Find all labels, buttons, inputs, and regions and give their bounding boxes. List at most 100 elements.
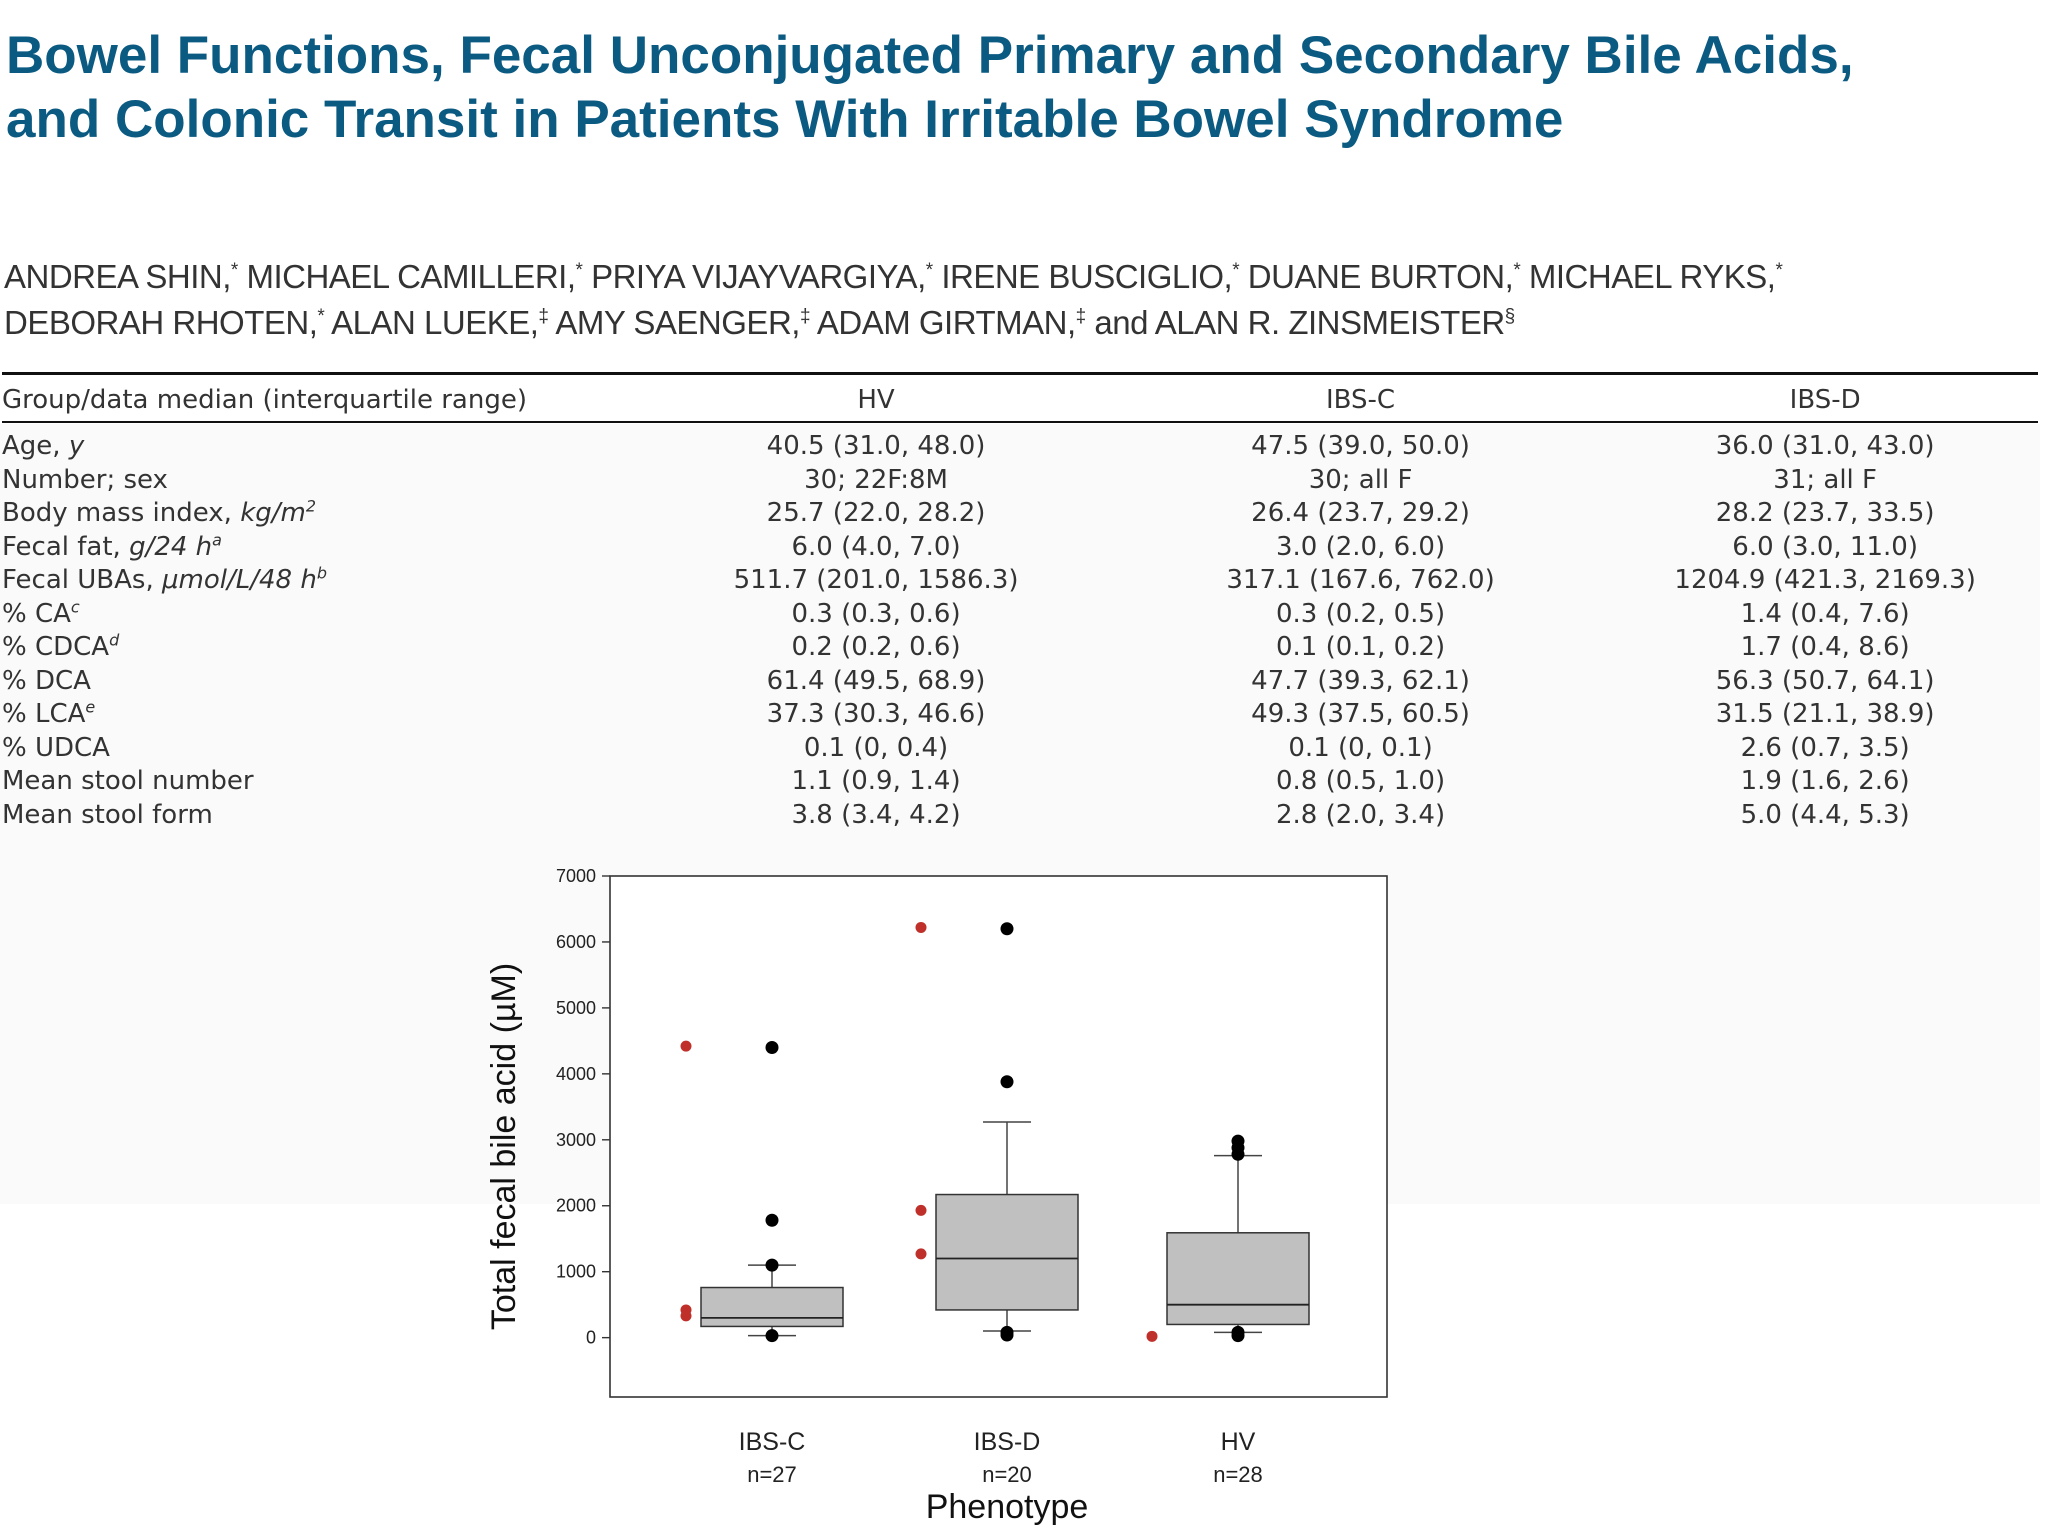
row-label-text: Fecal fat, — [2, 531, 130, 562]
y-tick-label: 7000 — [556, 866, 596, 886]
row-footnote-mark: d — [109, 630, 120, 650]
row-label: % UDCA — [0, 732, 641, 766]
row-label: Number; sex — [0, 464, 641, 498]
table-row: % CDCAd 0.2 (0.2, 0.6) 0.1 (0.1, 0.2) 1.7 (… — [0, 631, 2040, 665]
author-affiliation-mark: ‡ — [799, 306, 811, 327]
individual-point-red — [680, 1310, 692, 1322]
cell-ibsc: 2.8 (2.0, 3.4) — [1275, 799, 1446, 830]
cell-hv: 0.3 (0.3, 0.6) — [791, 598, 961, 629]
table-top-rule — [2, 372, 2038, 375]
row-label: % LCAe — [0, 698, 641, 732]
author-affiliation-mark: § — [1504, 306, 1516, 327]
outlier-point — [1000, 1328, 1014, 1342]
outlier-point — [765, 1329, 779, 1343]
y-tick-label: 1000 — [556, 1262, 596, 1282]
row-label: Age, y — [0, 420, 641, 464]
author: PRIYA VIJAYVARGIYA, — [582, 258, 926, 295]
row-label-text: % UDCA — [2, 732, 110, 763]
individual-point-red — [915, 921, 927, 933]
cell-ibsc: 47.7 (39.3, 62.1) — [1251, 665, 1470, 696]
outlier-point — [1231, 1147, 1245, 1161]
cell-ibsd: 36.0 (31.0, 43.0) — [1715, 431, 1935, 461]
cell-ibsd: 28.2 (23.7, 33.5) — [1715, 498, 1935, 528]
row-label-text: Number; sex — [2, 464, 168, 495]
row-label: % CDCAd — [0, 631, 641, 665]
row-label-text: % CDCA — [2, 632, 110, 662]
cell-ibsc: 3.0 (2.0, 6.0) — [1275, 531, 1446, 562]
outlier-point — [1231, 1329, 1245, 1343]
category-label: HV — [1221, 1428, 1256, 1456]
table-header-row: Group/data median (interquartile range) … — [0, 380, 2040, 420]
category-n-label: n=20 — [982, 1462, 1032, 1487]
individual-point-red — [680, 1040, 692, 1052]
row-label-text: % DCA — [2, 665, 91, 696]
cell-hv: 61.4 (49.5, 68.9) — [766, 665, 986, 696]
row-label-text: Fecal UBAs, — [2, 565, 162, 595]
cell-ibsd: 56.3 (50.7, 64.1) — [1715, 665, 1935, 696]
individual-point-red — [915, 1248, 927, 1260]
column-header: Group/data median (interquartile range) — [2, 385, 527, 415]
y-tick-label: 0 — [586, 1328, 596, 1348]
row-label: Fecal UBAs, μmol/L/48 hb — [0, 564, 641, 598]
cell-ibsd: 1204.9 (421.3, 2169.3) — [1674, 565, 1976, 595]
row-label: Body mass index, kg/m2 — [0, 497, 641, 531]
table-row: Number; sex 30; 22F:8M 30; all F 31; all F — [0, 464, 2040, 498]
cell-hv: 37.3 (30.3, 46.6) — [766, 699, 986, 729]
row-label: % CAc — [0, 598, 641, 632]
cell-hv: 6.0 (4.0, 7.0) — [791, 531, 961, 562]
table-row: Age, y 40.5 (31.0, 48.0) 47.5 (39.0, 50.0)… — [0, 420, 2040, 464]
table-row: Mean stool number 1.1 (0.9, 1.4) 0.8 (0.5,… — [0, 765, 2040, 799]
iqr-box — [700, 1286, 844, 1328]
author-list: ANDREA SHIN,* MICHAEL CAMILLERI,* PRIYA … — [4, 254, 2034, 346]
table-row: % CAc 0.3 (0.3, 0.6) 0.3 (0.2, 0.5) 1.4 (0.… — [0, 598, 2040, 632]
table-body: Age, y 40.5 (31.0, 48.0) 47.5 (39.0, 50.0)… — [0, 420, 2040, 832]
cell-ibsc: 0.1 (0.1, 0.2) — [1275, 632, 1446, 662]
category-label: IBS-D — [974, 1428, 1041, 1456]
column-header: IBS-C — [1326, 385, 1396, 415]
column-header: IBS-D — [1789, 385, 1861, 415]
cell-ibsd: 1.7 (0.4, 8.6) — [1740, 632, 1910, 662]
y-tick-label: 6000 — [556, 932, 596, 952]
row-label-text: Mean stool number — [2, 766, 254, 796]
author-line-2: DEBORAH RHOTEN,* ALAN LUEKE,‡ AMY SAENGE… — [4, 300, 2034, 346]
category-n-label: n=28 — [1213, 1462, 1263, 1487]
row-footnote-mark: a — [212, 529, 222, 549]
cell-ibsd: 31.5 (21.1, 38.9) — [1715, 699, 1935, 729]
table-row: % UDCA 0.1 (0, 0.4) 0.1 (0, 0.1) 2.6 (0.7, … — [0, 732, 2040, 766]
iqr-box — [935, 1193, 1079, 1311]
cell-ibsc: 47.5 (39.0, 50.0) — [1251, 431, 1470, 461]
author-affiliation-mark: * — [1513, 260, 1521, 281]
table-row: Mean stool form 3.8 (3.4, 4.2) 2.8 (2.0, 3… — [0, 799, 2040, 833]
row-label: Mean stool form — [0, 799, 641, 833]
row-footnote-mark: e — [85, 697, 96, 717]
y-tick-label: 4000 — [556, 1064, 596, 1084]
cell-hv: 40.5 (31.0, 48.0) — [766, 431, 986, 461]
table-row: Body mass index, kg/m2 25.7 (22.0, 28.2) 2… — [0, 497, 2040, 531]
paper-title: Bowel Functions, Fecal Unconjugated Prim… — [6, 24, 2036, 152]
cell-ibsc: 317.1 (167.6, 762.0) — [1226, 565, 1495, 595]
box-plot-chart: 0 1000 2000 3000 4000 5000 6000 7000 Total fecal… — [485, 866, 1388, 1526]
cell-ibsc: 0.3 (0.2, 0.5) — [1275, 598, 1446, 629]
cell-ibsc: 0.8 (0.5, 1.0) — [1275, 766, 1446, 796]
row-unit: μmol/L/48 h — [161, 565, 317, 595]
table-row: % LCAe 37.3 (30.3, 46.6) 49.3 (37.5, 60.5)… — [0, 698, 2040, 732]
row-label-text: Mean stool form — [2, 799, 213, 830]
author: IRENE BUSCIGLIO, — [932, 258, 1233, 295]
x-axis-label: Phenotype — [926, 1488, 1089, 1526]
author-affiliation-mark: * — [230, 260, 238, 281]
cell-ibsd: 1.4 (0.4, 7.6) — [1740, 598, 1910, 629]
row-footnote-mark: c — [70, 596, 80, 616]
category-label: IBS-C — [739, 1428, 806, 1456]
row-unit: kg/m — [240, 498, 306, 528]
author: MICHAEL CAMILLERI, — [237, 258, 576, 295]
author-line-1: ANDREA SHIN,* MICHAEL CAMILLERI,* PRIYA … — [4, 254, 2034, 300]
cell-hv: 3.8 (3.4, 4.2) — [791, 799, 961, 830]
author-affiliation-mark: * — [575, 260, 583, 281]
y-tick-label: 3000 — [556, 1130, 596, 1150]
author: ADAM GIRTMAN, — [810, 304, 1076, 341]
author-affiliation-mark: * — [1232, 260, 1240, 281]
y-tick-label: 5000 — [556, 998, 596, 1018]
author: and ALAN R. ZINSMEISTER — [1085, 304, 1505, 341]
column-header: HV — [857, 385, 895, 415]
author: DUANE BURTON, — [1239, 258, 1514, 295]
